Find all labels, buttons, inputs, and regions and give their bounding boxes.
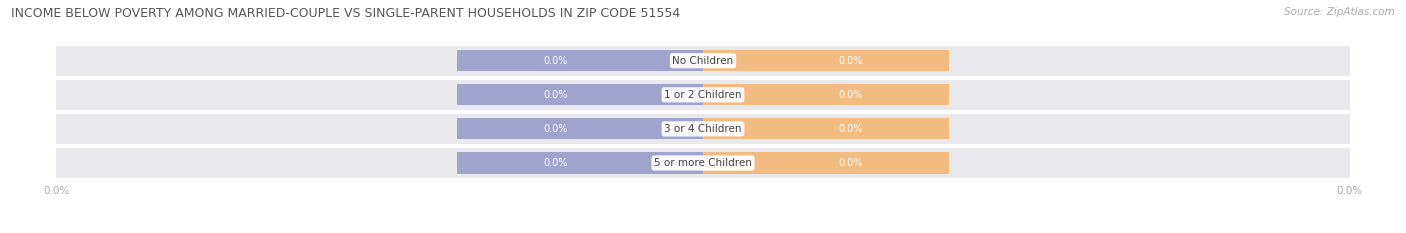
Bar (457, 84, 703, 105)
Bar (457, 50, 703, 71)
Text: 5 or more Children: 5 or more Children (654, 158, 752, 168)
Bar (703, 50, 949, 71)
Bar (56, 80, 1350, 110)
Bar (457, 118, 703, 140)
Text: 0.0%: 0.0% (838, 158, 863, 168)
Text: 0.0%: 0.0% (543, 124, 568, 134)
Bar (56, 46, 1350, 76)
Text: 1 or 2 Children: 1 or 2 Children (664, 90, 742, 100)
Text: No Children: No Children (672, 56, 734, 66)
Text: 0.0%: 0.0% (543, 90, 568, 100)
Bar (56, 114, 1350, 144)
Text: 0.0%: 0.0% (838, 56, 863, 66)
Text: INCOME BELOW POVERTY AMONG MARRIED-COUPLE VS SINGLE-PARENT HOUSEHOLDS IN ZIP COD: INCOME BELOW POVERTY AMONG MARRIED-COUPL… (11, 7, 681, 20)
Text: 0.0%: 0.0% (543, 56, 568, 66)
Text: 0.0%: 0.0% (543, 158, 568, 168)
Bar (457, 152, 703, 174)
Text: 0.0%: 0.0% (838, 124, 863, 134)
Bar (703, 84, 949, 105)
Bar (56, 148, 1350, 178)
Text: Source: ZipAtlas.com: Source: ZipAtlas.com (1284, 7, 1395, 17)
Bar (703, 118, 949, 140)
Text: 3 or 4 Children: 3 or 4 Children (664, 124, 742, 134)
Text: 0.0%: 0.0% (838, 90, 863, 100)
Bar (703, 152, 949, 174)
